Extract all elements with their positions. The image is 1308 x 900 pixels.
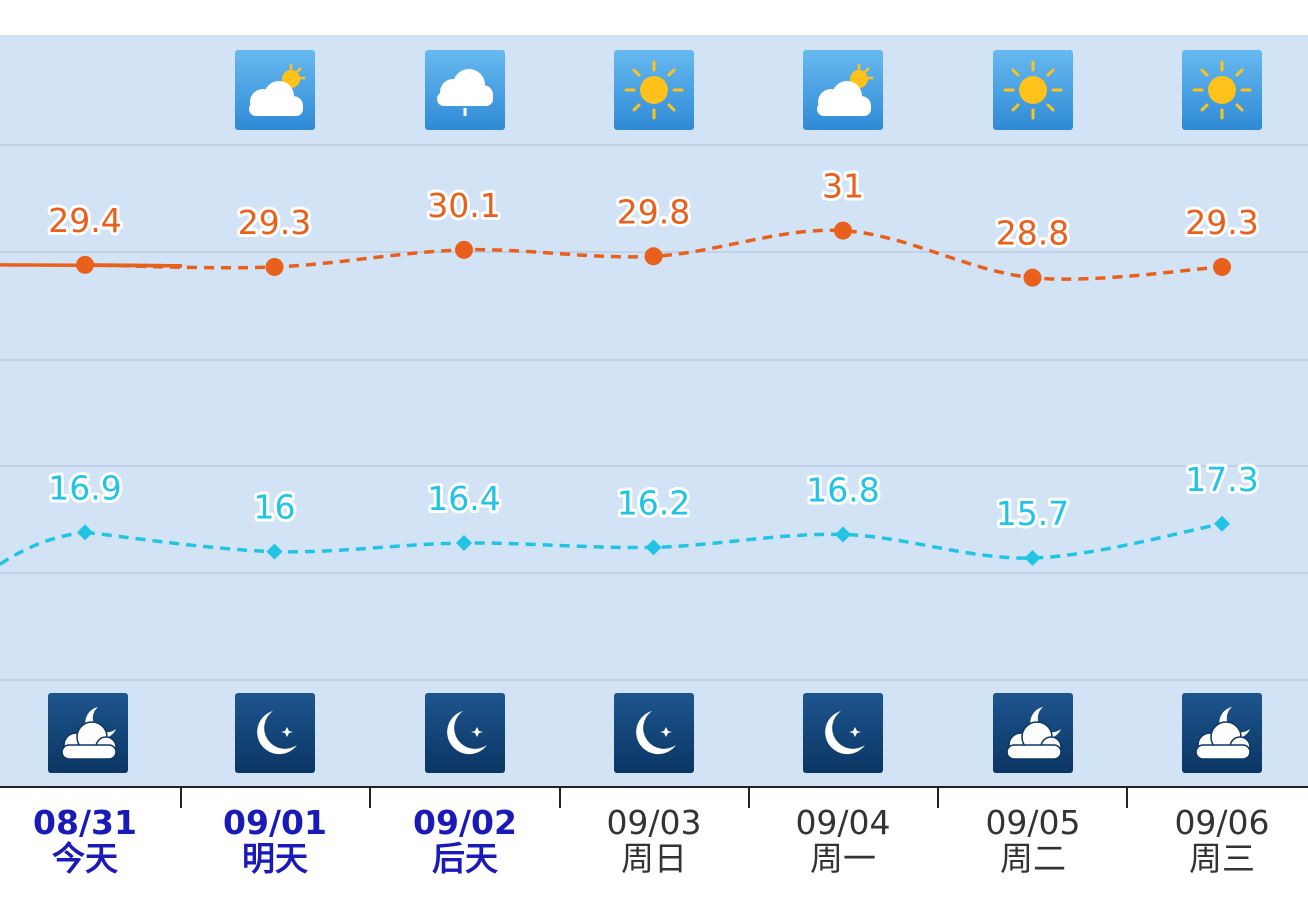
date-axis	[0, 786, 1308, 808]
marker	[76, 255, 94, 274]
marker	[456, 535, 472, 552]
date: 09/02	[413, 803, 517, 842]
value-label: 29.3	[1185, 203, 1258, 242]
value-label: 16.9	[48, 468, 121, 507]
value-label: 30.1	[427, 186, 500, 225]
day: 周三	[1189, 839, 1255, 878]
chart-background	[0, 35, 1308, 787]
marker	[1024, 550, 1041, 567]
day: 后天	[432, 839, 498, 878]
value-label: 16	[254, 488, 296, 527]
day: 周二	[1000, 839, 1066, 878]
marker	[1214, 515, 1230, 532]
marker	[77, 524, 93, 541]
day: 今天	[52, 839, 118, 878]
marker	[835, 526, 851, 543]
marker	[265, 257, 284, 276]
marker	[455, 240, 473, 259]
value-label: 16.2	[617, 483, 690, 522]
date: 09/01	[223, 803, 327, 842]
day: 周日	[621, 839, 687, 878]
date: 08/31	[33, 803, 137, 842]
marker	[266, 543, 283, 560]
value-label: 16.8	[806, 470, 879, 509]
lead-in	[0, 530, 86, 566]
grid	[0, 144, 1308, 681]
date: 09/05	[985, 803, 1080, 842]
value-label: 31	[822, 167, 864, 206]
value-label: 29.3	[238, 203, 311, 242]
date: 09/06	[1174, 803, 1269, 842]
marker	[644, 247, 663, 266]
day: 周一	[810, 839, 876, 878]
day: 明天	[242, 839, 308, 878]
marker	[1023, 268, 1042, 287]
marker	[645, 539, 662, 556]
value-label: 28.8	[996, 214, 1069, 253]
value-label: 29.4	[48, 201, 121, 240]
marker	[834, 221, 852, 240]
value-label: 17.3	[1185, 460, 1258, 499]
solid-segment	[84, 263, 183, 268]
value-label: 29.8	[617, 192, 690, 231]
date: 09/04	[795, 803, 890, 842]
marker	[1213, 257, 1231, 276]
value-label: 15.7	[996, 494, 1069, 533]
date: 09/03	[606, 803, 701, 842]
value-label: 16.4	[427, 479, 500, 518]
date-labels: 08/31 今天 09/01 明天 09/02 后天 09/03 周日 09/0…	[33, 803, 1270, 878]
